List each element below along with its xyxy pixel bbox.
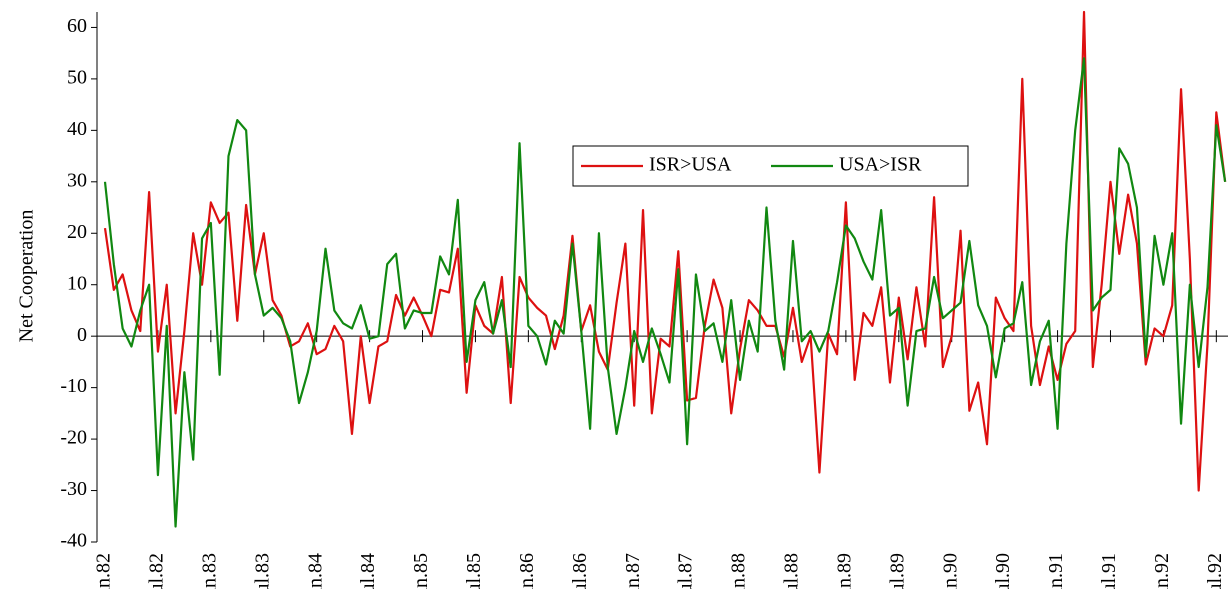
y-tick-label: -20 <box>60 427 87 449</box>
x-tick-label: Jul.83 <box>251 553 273 589</box>
y-tick-label: 30 <box>67 169 87 191</box>
x-tick-label: Jan.87 <box>622 553 644 589</box>
y-tick-label: 0 <box>77 324 87 346</box>
y-tick-label: 10 <box>67 272 87 294</box>
x-tick-label: Jan.85 <box>410 553 432 589</box>
x-tick-label: Jul.86 <box>569 553 591 589</box>
x-tick-label: Jul.87 <box>675 553 697 589</box>
y-tick-label: 20 <box>67 221 87 243</box>
y-tick-label: 40 <box>67 118 87 140</box>
x-tick-label: Jan.90 <box>939 553 961 589</box>
x-tick-label: Jul.85 <box>463 553 485 589</box>
y-tick-label: -30 <box>60 478 87 500</box>
x-tick-label: Jan.84 <box>304 553 326 589</box>
x-tick-label: Jul.84 <box>357 553 379 589</box>
y-tick-label: -40 <box>60 530 87 552</box>
x-tick-label: Jan.91 <box>1045 553 1067 589</box>
y-tick-label: -10 <box>60 375 87 397</box>
x-tick-label: Jan.88 <box>728 553 750 589</box>
legend-label: ISR>USA <box>649 154 732 176</box>
y-tick-label: 50 <box>67 66 87 88</box>
x-tick-label: Jan.89 <box>833 553 855 589</box>
series-line <box>103 57 1227 528</box>
x-tick-label: Jul.88 <box>781 553 803 589</box>
x-tick-label: Jul.82 <box>146 553 168 589</box>
x-tick-label: Jan.83 <box>198 553 220 589</box>
y-tick-label: 60 <box>67 15 87 37</box>
x-tick-label: Jan.82 <box>93 553 115 589</box>
y-axis-label: Net Cooperation <box>16 210 38 343</box>
x-tick-label: Jan.86 <box>516 553 538 589</box>
x-tick-label: Jul.92 <box>1204 553 1226 589</box>
x-tick-label: Jul.89 <box>886 553 908 589</box>
x-tick-label: Jan.92 <box>1151 553 1173 589</box>
legend-label: USA>ISR <box>839 154 922 176</box>
x-tick-label: Jul.90 <box>992 553 1014 589</box>
x-tick-label: Jul.91 <box>1098 553 1120 589</box>
